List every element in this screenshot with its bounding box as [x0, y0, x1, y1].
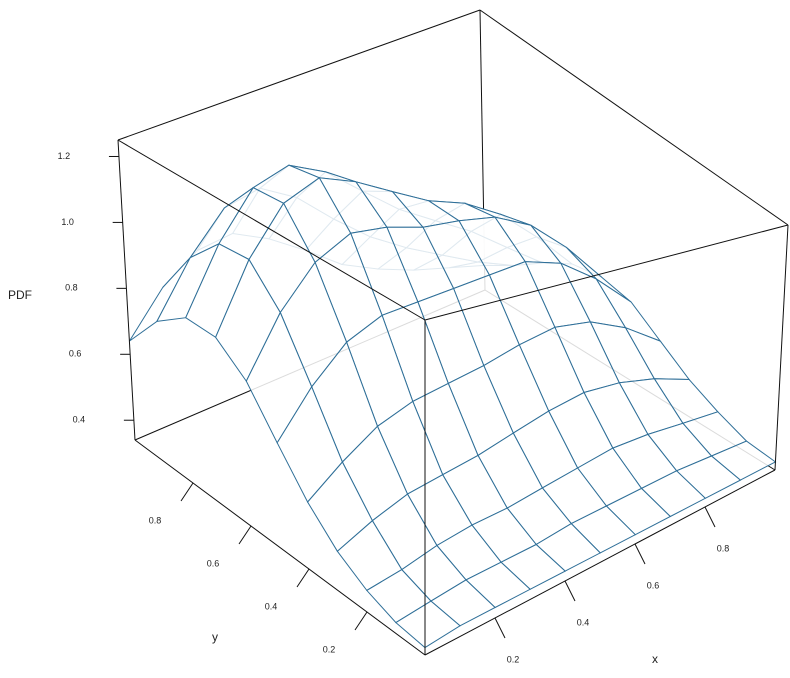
box-edge [117, 9, 481, 141]
surface-cell [395, 600, 461, 649]
x-tick-label: 0.6 [647, 580, 660, 590]
z-tick-label: 0.4 [73, 415, 86, 425]
y-tick-label: 0.2 [323, 644, 336, 654]
z-tick-label: 0.8 [65, 283, 78, 293]
y-tick [238, 525, 252, 545]
y-tick-label: 0.4 [265, 601, 278, 611]
y-tick-label: 0.8 [149, 515, 162, 525]
box-edge [774, 224, 789, 471]
x-tick [564, 580, 576, 602]
x-tick [634, 543, 646, 565]
x-tick [704, 506, 716, 528]
z-tick-label: 1.2 [58, 151, 71, 161]
y-tick [354, 611, 368, 631]
box-edge [424, 469, 776, 656]
y-tick [180, 482, 194, 502]
y-tick [296, 568, 310, 588]
x-tick [494, 617, 506, 639]
x-tick-label: 0.4 [577, 617, 590, 627]
box-edge [479, 9, 789, 226]
z-tick-label: 0.6 [69, 349, 82, 359]
box-edge [424, 224, 789, 321]
z-axis-label: PDF [8, 288, 32, 302]
x-tick-label: 0.8 [717, 543, 730, 553]
x-tick-label: 0.2 [507, 654, 520, 664]
y-tick-label: 0.6 [207, 558, 220, 568]
box-edge [117, 139, 136, 441]
box-edge [134, 439, 426, 656]
z-tick-label: 1.0 [61, 217, 74, 227]
y-axis-label: y [212, 630, 218, 644]
box-edge [117, 139, 426, 321]
x-axis-label: x [652, 652, 658, 666]
